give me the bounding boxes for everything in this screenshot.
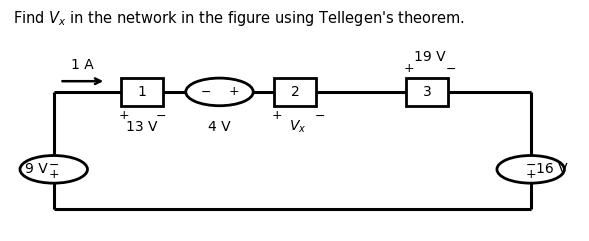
- Text: $-$: $-$: [314, 109, 325, 122]
- Text: $+$: $+$: [48, 168, 59, 181]
- Text: $+$: $+$: [271, 109, 282, 122]
- Circle shape: [186, 78, 253, 106]
- Text: 1: 1: [137, 85, 146, 99]
- Text: $-$: $-$: [200, 85, 211, 98]
- Text: 1 A: 1 A: [71, 58, 94, 72]
- Circle shape: [497, 155, 564, 183]
- Text: $+$: $+$: [403, 62, 414, 75]
- Text: $+$: $+$: [525, 168, 537, 181]
- Text: $+$: $+$: [228, 85, 239, 98]
- Text: $-$: $-$: [525, 158, 536, 171]
- Text: $-$: $-$: [445, 62, 456, 75]
- Text: Find $V_x$ in the network in the figure using Tellegen's theorem.: Find $V_x$ in the network in the figure …: [13, 8, 465, 27]
- Text: $-$: $-$: [48, 158, 59, 171]
- Circle shape: [20, 155, 88, 183]
- Text: 2: 2: [291, 85, 299, 99]
- FancyBboxPatch shape: [274, 78, 316, 106]
- Text: 4 V: 4 V: [208, 120, 231, 134]
- Text: 13 V: 13 V: [126, 120, 158, 134]
- FancyBboxPatch shape: [121, 78, 163, 106]
- Text: 16 V: 16 V: [537, 162, 568, 176]
- Text: 19 V: 19 V: [414, 50, 445, 64]
- Text: $+$: $+$: [118, 109, 129, 122]
- FancyBboxPatch shape: [406, 78, 448, 106]
- Text: $-$: $-$: [154, 109, 166, 122]
- Text: 3: 3: [422, 85, 431, 99]
- Text: $V_x$: $V_x$: [289, 119, 307, 135]
- Text: 9 V: 9 V: [25, 162, 48, 176]
